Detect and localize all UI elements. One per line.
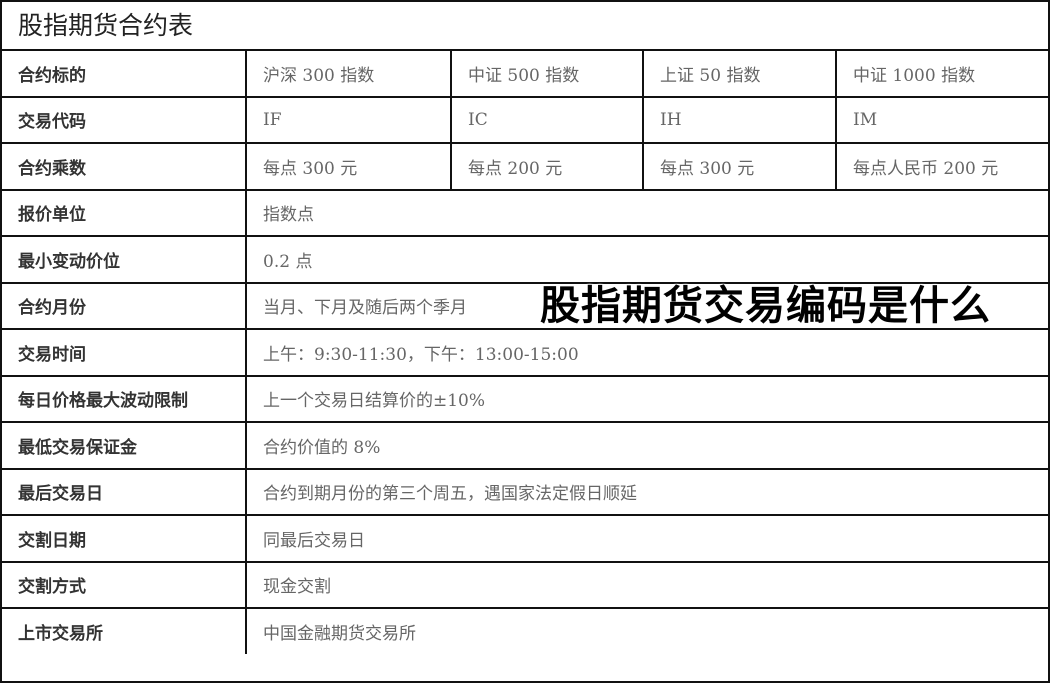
cell-value: 中国金融期货交易所	[245, 607, 1048, 654]
table-row: 交易代码 IF IC IH IM	[2, 95, 1048, 144]
table-title: 股指期货合约表	[2, 2, 1048, 51]
row-label: 报价单位	[2, 188, 247, 237]
table-row: 合约月份 当月、下月及随后两个季月	[2, 281, 1048, 330]
cell-value: 指数点	[245, 188, 1048, 237]
cell-value: 每点 300 元	[245, 142, 452, 191]
row-label: 交易时间	[2, 328, 247, 377]
cell-value: 沪深 300 指数	[245, 51, 452, 98]
cell-value: 上一个交易日结算价的±10%	[245, 374, 1048, 423]
table-row: 最后交易日 合约到期月份的第三个周五，遇国家法定假日顺延	[2, 467, 1048, 516]
table-row: 合约乘数 每点 300 元每点 200 元每点 300 元每点人民币 200 元	[2, 142, 1048, 191]
table-row: 每日价格最大波动限制 上一个交易日结算价的±10%	[2, 374, 1048, 423]
row-label: 合约月份	[2, 281, 247, 330]
table-row: 最小变动价位 0.2 点	[2, 235, 1048, 284]
cell-value: 每点 200 元	[450, 142, 644, 191]
cell-value: 同最后交易日	[245, 514, 1048, 563]
table-row: 最低交易保证金 合约价值的 8%	[2, 421, 1048, 470]
table-row: 报价单位 指数点	[2, 188, 1048, 237]
row-label: 合约标的	[2, 51, 247, 98]
row-label: 每日价格最大波动限制	[2, 374, 247, 423]
table-row: 交割方式 现金交割	[2, 560, 1048, 609]
row-label: 交割方式	[2, 560, 247, 609]
contract-table: 合约标的 沪深 300 指数 中证 500 指数 上证 50 指数 中证 1000 指数…	[2, 51, 1048, 654]
table-row: 上市交易所 中国金融期货交易所	[2, 607, 1048, 654]
table-row: 交割日期 同最后交易日	[2, 514, 1048, 563]
row-label: 交割日期	[2, 514, 247, 563]
cell-value: 每点 300 元	[642, 142, 837, 191]
cell-value: 上证 50 指数	[642, 51, 837, 98]
table-row: 合约标的 沪深 300 指数 中证 500 指数 上证 50 指数 中证 1000 指数	[2, 51, 1048, 98]
cell-value: 当月、下月及随后两个季月	[245, 281, 1048, 330]
cell-value: IH	[642, 95, 837, 144]
cell-value: 现金交割	[245, 560, 1048, 609]
cell-value: 0.2 点	[245, 235, 1048, 284]
row-label: 交易代码	[2, 95, 247, 144]
row-label: 最小变动价位	[2, 235, 247, 284]
cell-value: 中证 500 指数	[450, 51, 644, 98]
row-label: 最后交易日	[2, 467, 247, 516]
cell-value: 合约价值的 8%	[245, 421, 1048, 470]
cell-value: IF	[245, 95, 452, 144]
row-label: 合约乘数	[2, 142, 247, 191]
row-label: 上市交易所	[2, 607, 247, 654]
cell-value: 中证 1000 指数	[835, 51, 1048, 98]
cell-value: 上午：9:30-11:30，下午：13:00-15:00	[245, 328, 1048, 377]
cell-value: 合约到期月份的第三个周五，遇国家法定假日顺延	[245, 467, 1048, 516]
cell-value: IC	[450, 95, 644, 144]
cell-value: IM	[835, 95, 1048, 144]
overlay-headline: 股指期货交易编码是什么	[540, 283, 991, 329]
table-row: 交易时间 上午：9:30-11:30，下午：13:00-15:00	[2, 328, 1048, 377]
row-label: 最低交易保证金	[2, 421, 247, 470]
cell-value: 每点人民币 200 元	[835, 142, 1048, 191]
